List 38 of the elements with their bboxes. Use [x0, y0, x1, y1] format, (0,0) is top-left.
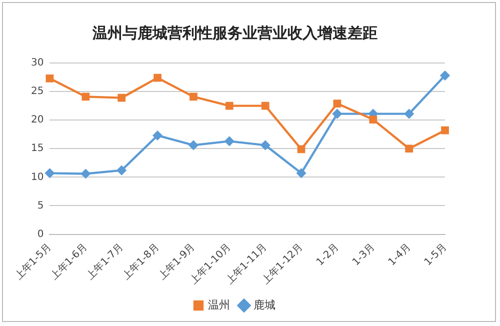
- point: [154, 74, 162, 82]
- x-tick-label: 上年1-5月: [12, 240, 54, 282]
- point: [188, 140, 198, 150]
- point: [297, 145, 306, 154]
- point: [441, 126, 449, 134]
- chart-title: 温州与鹿城营利性服务业营业收入增速差距: [92, 24, 378, 42]
- point: [118, 94, 126, 102]
- point: [225, 102, 234, 110]
- point: [405, 144, 413, 153]
- x-tick-label: 1-2月: [314, 242, 342, 268]
- y-tick-label: 10: [30, 172, 44, 183]
- y-tick-label: 0: [37, 228, 44, 240]
- y-tick-label: 15: [30, 143, 44, 154]
- point: [261, 102, 270, 110]
- y-tick-label: 25: [30, 86, 44, 98]
- point: [296, 168, 306, 178]
- legend-label: 温州: [208, 298, 230, 312]
- point: [190, 92, 198, 101]
- y-tick-label: 5: [37, 200, 44, 212]
- point: [224, 136, 234, 146]
- point: [404, 109, 414, 118]
- point: [81, 169, 90, 178]
- point: [152, 130, 162, 140]
- point: [369, 116, 378, 124]
- point: [440, 70, 450, 80]
- x-tick-label: 1-4月: [386, 242, 414, 268]
- x-tick-label: 1-3月: [350, 242, 378, 268]
- legend-label: 鹿城: [254, 298, 276, 312]
- point: [46, 74, 54, 82]
- y-tick-label: 20: [30, 114, 44, 126]
- y-tick-label: 30: [30, 58, 44, 69]
- x-tick-label: 1-5月: [422, 242, 449, 268]
- point: [116, 166, 126, 175]
- point: [332, 109, 342, 118]
- point: [333, 100, 342, 108]
- point: [260, 140, 270, 150]
- point: [82, 92, 90, 101]
- point: [45, 168, 54, 178]
